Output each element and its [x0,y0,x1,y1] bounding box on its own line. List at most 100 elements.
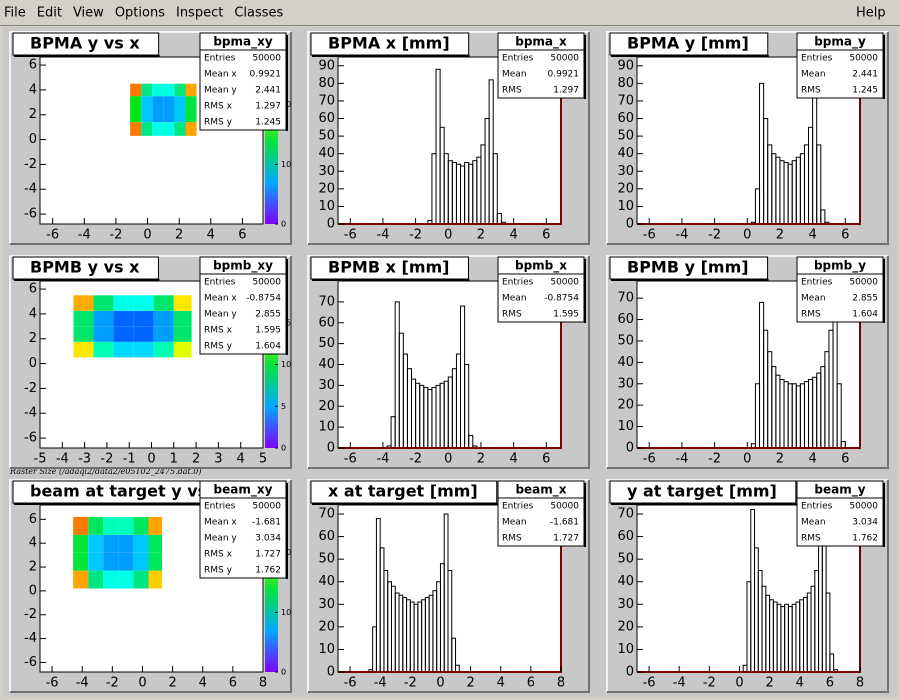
y-tick-label: 40 [318,146,335,161]
stats-label: Mean x [204,70,237,80]
y-tick-label: 2 [29,107,37,122]
stats-label: Mean [801,518,826,528]
x-tick-label: 4 [808,452,816,467]
y-tick-label: 50 [318,336,335,351]
x-tick-label: 6 [542,228,550,243]
menu-item[interactable]: File [4,6,26,21]
x-tick-label: -6 [46,228,59,243]
heatmap-cell [73,552,89,571]
stats-box [497,32,585,99]
stats-label: RMS [502,86,522,96]
y-tick-label: 30 [318,164,335,179]
y-tick-label: 50 [617,129,634,144]
y-tick-label: -4 [24,406,37,421]
pad-bevel-light [307,479,589,692]
menu-item[interactable]: Options [115,6,165,21]
heatmap-cell [152,83,164,97]
stats-label: Entries [204,54,236,64]
x-tick-label: -2 [409,452,422,467]
y-tick-label: 70 [318,507,335,522]
x-tick-label: 8 [557,676,565,691]
heatmap-cell [113,326,134,342]
x-tick-label: 4 [808,228,816,243]
y-tick-label: 0 [626,217,634,232]
y-tick-label: 0 [327,441,335,456]
heatmap-cell [73,516,89,535]
menu-item[interactable]: Inspect [176,6,223,21]
stats-label: RMS x [204,550,233,560]
menu-help[interactable]: Help [856,6,886,21]
x-tick-label: -2 [106,676,119,691]
stats-label: Entries [502,278,534,288]
heatmap-cell [173,295,192,311]
heatmap-cell [174,83,186,97]
menu-item[interactable]: View [73,6,104,21]
y-tick-label: 40 [318,357,335,372]
pad-bevel-dark [10,32,292,245]
heatmap-cell [173,341,192,358]
stats-value: 1.297 [553,86,579,96]
stats-label: Mean [801,294,826,304]
x-tick-label: -4 [376,228,389,243]
pad-bevel-light [606,255,888,468]
stats-label: RMS y [204,118,233,128]
frame-edge [338,281,562,449]
y-tick-label: 80 [617,76,634,91]
y-tick-label: 20 [318,399,335,414]
stats-value: 1.245 [852,86,878,96]
y-tick-label: -2 [24,381,37,396]
stats-name: bpma_y [814,35,866,50]
stats-value: 1.727 [553,534,579,544]
heatmap-cell [153,326,174,342]
y-tick-label: 90 [318,58,335,73]
x-tick-label: -2 [708,452,721,467]
y-tick-label: 20 [617,181,634,196]
stats-value: 1.595 [255,326,281,336]
y-tick-label: -2 [24,607,37,622]
stats-value: 50000 [252,54,281,64]
y-tick-label: 70 [318,294,335,309]
frame-edge [637,281,861,449]
y-tick-label: 30 [617,597,634,612]
heatmap-cell [185,96,197,109]
y-tick-label: 30 [617,376,634,391]
heatmap-cell [174,122,186,136]
stats-value: -1.681 [252,518,281,528]
x-tick-label: -2 [100,452,113,467]
heatmap-cell [113,295,134,311]
stats-value: 1.762 [255,566,281,576]
heatmap-cell [88,552,104,571]
stats-value: 50000 [550,278,579,288]
menubar [0,0,900,26]
menu: File Edit View Options Inspect Classes [4,6,284,21]
stats-label: Mean x [204,294,237,304]
stats-name: beam_y [814,483,865,498]
heatmap-cell [153,341,174,358]
heatmap-cell [130,96,142,109]
menu-item[interactable]: Edit [37,6,62,21]
pad-bevel-dark [10,256,292,469]
menu-item[interactable]: Classes [234,6,283,21]
stats-value: 50000 [252,278,281,288]
y-tick-label: 10 [617,199,634,214]
pad-bevel-dark [607,32,889,245]
heatmap-cell [163,96,175,109]
heatmap-cell [152,108,164,123]
y-tick-label: 4 [29,82,37,97]
stats-value: 1.245 [255,118,281,128]
stats-value: 50000 [849,54,878,64]
heatmap-cell [73,534,89,553]
chart-title: BPMA y [mm] [627,34,749,53]
heatmap-cell [133,570,149,589]
heatmap-cell [133,326,154,342]
stats-label: Mean y [204,86,237,96]
heatmap-cell [163,108,175,123]
x-tick-label: 4 [509,452,517,467]
y-tick-label: 20 [318,619,335,634]
y-tick-label: 6 [29,512,37,527]
heatmap-cell [113,310,134,327]
note: Raster Size (/adaql2/data2/e05102_2475.d… [9,467,201,476]
stats-value: -0.8754 [544,294,579,304]
y-tick-label: 2 [29,560,37,575]
